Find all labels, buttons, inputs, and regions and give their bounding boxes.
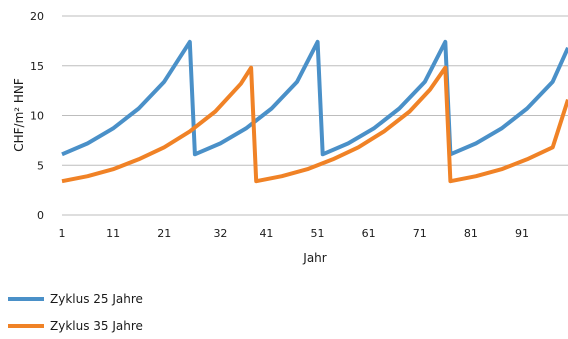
legend: Zyklus 25 Jahre Zyklus 35 Jahre (8, 285, 143, 339)
x-axis-title: Jahr (302, 251, 326, 265)
y-axis: 0 5 10 15 20 (30, 10, 44, 222)
legend-label-zyklus-35: Zyklus 35 Jahre (50, 318, 143, 333)
legend-item-zyklus-35: Zyklus 35 Jahre (8, 312, 143, 339)
x-tick-label-71: 71 (413, 227, 427, 240)
grid-lines (62, 15, 568, 216)
y-tick-label-15: 15 (30, 60, 44, 73)
x-tick-label-51: 51 (311, 227, 325, 240)
x-tick-label-1: 1 (59, 227, 66, 240)
y-tick-label-5: 5 (37, 159, 44, 172)
y-axis-title: CHF/m² HNF (12, 78, 26, 152)
x-tick-label-21: 21 (157, 227, 171, 240)
x-tick-label-11: 11 (106, 227, 120, 240)
x-axis: 1 11 21 32 41 51 61 71 81 91 (59, 227, 530, 240)
x-tick-label-41: 41 (259, 227, 273, 240)
legend-swatch-zyklus-25 (8, 296, 44, 301)
x-tick-label-61: 61 (362, 227, 376, 240)
x-tick-label-91: 91 (515, 227, 529, 240)
y-tick-label-10: 10 (30, 110, 44, 123)
series-line-1 (61, 39, 568, 157)
y-tick-label-0: 0 (37, 209, 44, 222)
series-line-2 (61, 65, 568, 184)
legend-swatch-zyklus-35 (8, 323, 44, 328)
series-lines (61, 39, 568, 184)
legend-item-zyklus-25: Zyklus 25 Jahre (8, 285, 143, 312)
x-tick-label-32: 32 (213, 227, 227, 240)
x-tick-label-81: 81 (464, 227, 478, 240)
y-tick-label-20: 20 (30, 10, 44, 23)
legend-label-zyklus-25: Zyklus 25 Jahre (50, 291, 143, 306)
